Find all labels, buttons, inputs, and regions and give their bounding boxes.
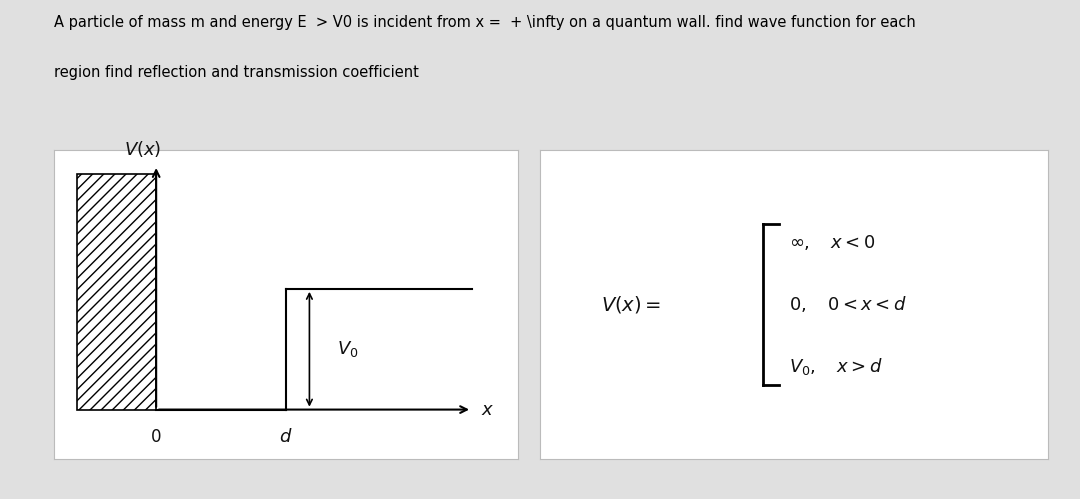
Text: $V(x)=$: $V(x)=$	[600, 294, 661, 315]
Text: $\infty,\quad x<0$: $\infty,\quad x<0$	[788, 233, 875, 252]
Text: $0,\quad 0<x<d$: $0,\quad 0<x<d$	[788, 294, 907, 314]
Text: $d$: $d$	[280, 429, 293, 447]
Text: $V_0$: $V_0$	[337, 339, 359, 359]
Text: region find reflection and transmission coefficient: region find reflection and transmission …	[54, 65, 419, 80]
Text: $x$: $x$	[482, 401, 495, 419]
Text: $V(x)$: $V(x)$	[123, 139, 161, 159]
Text: 0: 0	[151, 429, 161, 447]
Text: A particle of mass m and energy E  > V0 is incident from x =  + \infty on a quan: A particle of mass m and energy E > V0 i…	[54, 15, 916, 30]
Text: $V_0,\quad x>d$: $V_0,\quad x>d$	[788, 356, 882, 377]
Polygon shape	[78, 175, 157, 410]
